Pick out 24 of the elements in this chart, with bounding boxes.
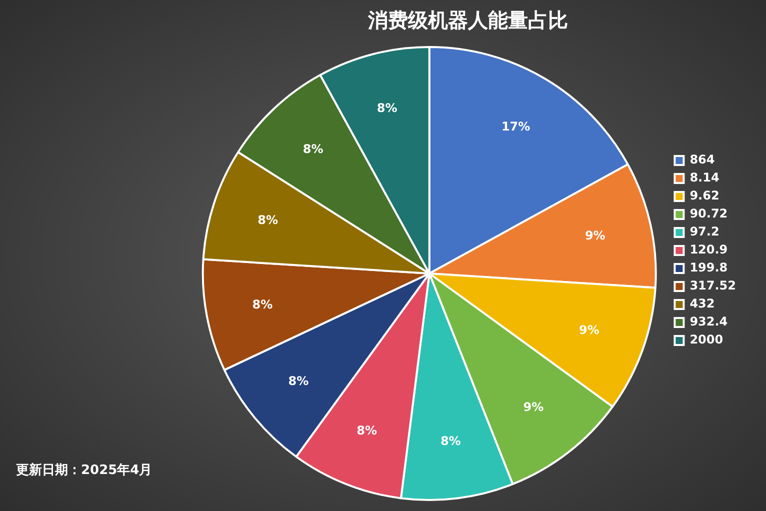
data-label: 8%: [356, 424, 377, 438]
legend-label: 2000: [690, 332, 724, 347]
data-label: 9%: [523, 400, 544, 414]
data-label: 8%: [302, 142, 324, 156]
legend-label: 864: [690, 152, 715, 167]
data-label: 8%: [288, 374, 309, 388]
data-label: 9%: [578, 323, 600, 338]
text: 更新日期：2025年4月: [16, 462, 152, 480]
data-label: 17%: [501, 119, 530, 134]
legend-label: 9.62: [690, 188, 720, 203]
data-label: 8%: [258, 213, 278, 228]
legend-label: 432: [690, 296, 715, 311]
legend-label: 8.14: [690, 170, 720, 185]
legend-label: 97.2: [690, 224, 720, 239]
chart-title: 消费级机器人能量占比: [367, 8, 568, 32]
legend-label: 199.8: [690, 260, 728, 275]
data-label: 8%: [440, 434, 461, 448]
legend-label: 932.4: [690, 314, 728, 329]
legend-label: 317.52: [690, 278, 736, 293]
data-label: 8%: [252, 297, 273, 312]
legend-label: 120.9: [690, 242, 728, 257]
legend-label: 90.72: [690, 206, 728, 221]
data-label: 8%: [376, 101, 398, 116]
data-label: 9%: [584, 228, 606, 243]
